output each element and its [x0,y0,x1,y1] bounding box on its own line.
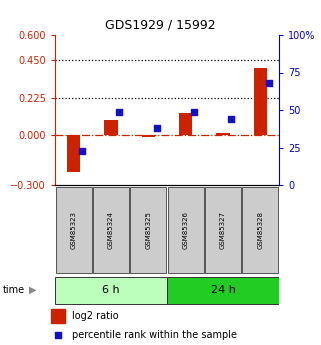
Text: GSM85327: GSM85327 [220,211,226,249]
Text: log2 ratio: log2 ratio [72,311,119,321]
Point [79,148,84,153]
Point [154,125,159,131]
Text: time: time [3,285,25,295]
Text: GSM85325: GSM85325 [145,211,151,249]
FancyBboxPatch shape [167,276,279,304]
Bar [254,68,267,135]
Bar [216,133,230,135]
FancyBboxPatch shape [168,187,204,273]
Point [229,116,234,122]
FancyBboxPatch shape [130,187,166,273]
Bar [51,309,65,323]
Text: 24 h: 24 h [211,285,235,295]
Text: GSM85326: GSM85326 [183,211,189,249]
Bar [104,120,117,135]
Text: GSM85324: GSM85324 [108,211,114,249]
FancyBboxPatch shape [56,276,167,304]
Text: GDS1929 / 15992: GDS1929 / 15992 [105,19,216,31]
Bar [67,135,80,172]
Text: GSM85323: GSM85323 [71,211,77,249]
Point [56,332,61,338]
Point [117,109,122,114]
Text: 6 h: 6 h [102,285,120,295]
FancyBboxPatch shape [242,187,278,273]
FancyBboxPatch shape [93,187,129,273]
Bar [179,114,192,135]
Text: ▶: ▶ [29,285,36,295]
Point [266,80,271,86]
Bar [142,135,155,137]
FancyBboxPatch shape [56,187,91,273]
Text: GSM85328: GSM85328 [257,211,263,249]
Point [191,109,196,114]
Text: percentile rank within the sample: percentile rank within the sample [72,330,237,340]
FancyBboxPatch shape [205,187,241,273]
